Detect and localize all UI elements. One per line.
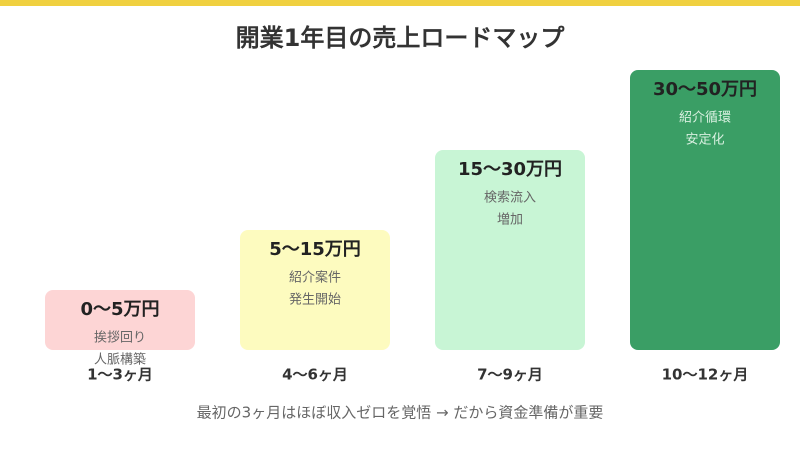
- step-period: 7〜9ヶ月: [477, 366, 543, 384]
- step-box: [240, 230, 390, 350]
- step-description: 検索流入: [484, 191, 536, 206]
- step-period: 1〜3ヶ月: [87, 366, 153, 384]
- step-amount: 0〜5万円: [80, 299, 159, 320]
- step-box: [45, 290, 195, 350]
- step-description: 紹介循環: [679, 111, 731, 126]
- step-description: 発生開始: [289, 293, 341, 308]
- title: 開業1年目の売上ロードマップ: [236, 24, 566, 52]
- top-bar: [0, 0, 800, 6]
- step-amount: 30〜50万円: [653, 79, 757, 100]
- step-box: [630, 70, 780, 350]
- step-period: 10〜12ヶ月: [662, 366, 749, 384]
- step-description: 人脈構築: [94, 353, 146, 368]
- step-description: 安定化: [685, 133, 724, 148]
- step-amount: 15〜30万円: [458, 159, 562, 180]
- note: 最初の3ヶ月はほぼ収入ゼロを覚悟 → だから資金準備が重要: [197, 404, 604, 422]
- step-description: 挨拶回り: [94, 331, 146, 346]
- step-description: 増加: [497, 213, 523, 228]
- step-box: [435, 150, 585, 350]
- step-description: 紹介案件: [289, 271, 341, 286]
- step-period: 4〜6ヶ月: [282, 366, 348, 384]
- step-amount: 5〜15万円: [269, 239, 361, 260]
